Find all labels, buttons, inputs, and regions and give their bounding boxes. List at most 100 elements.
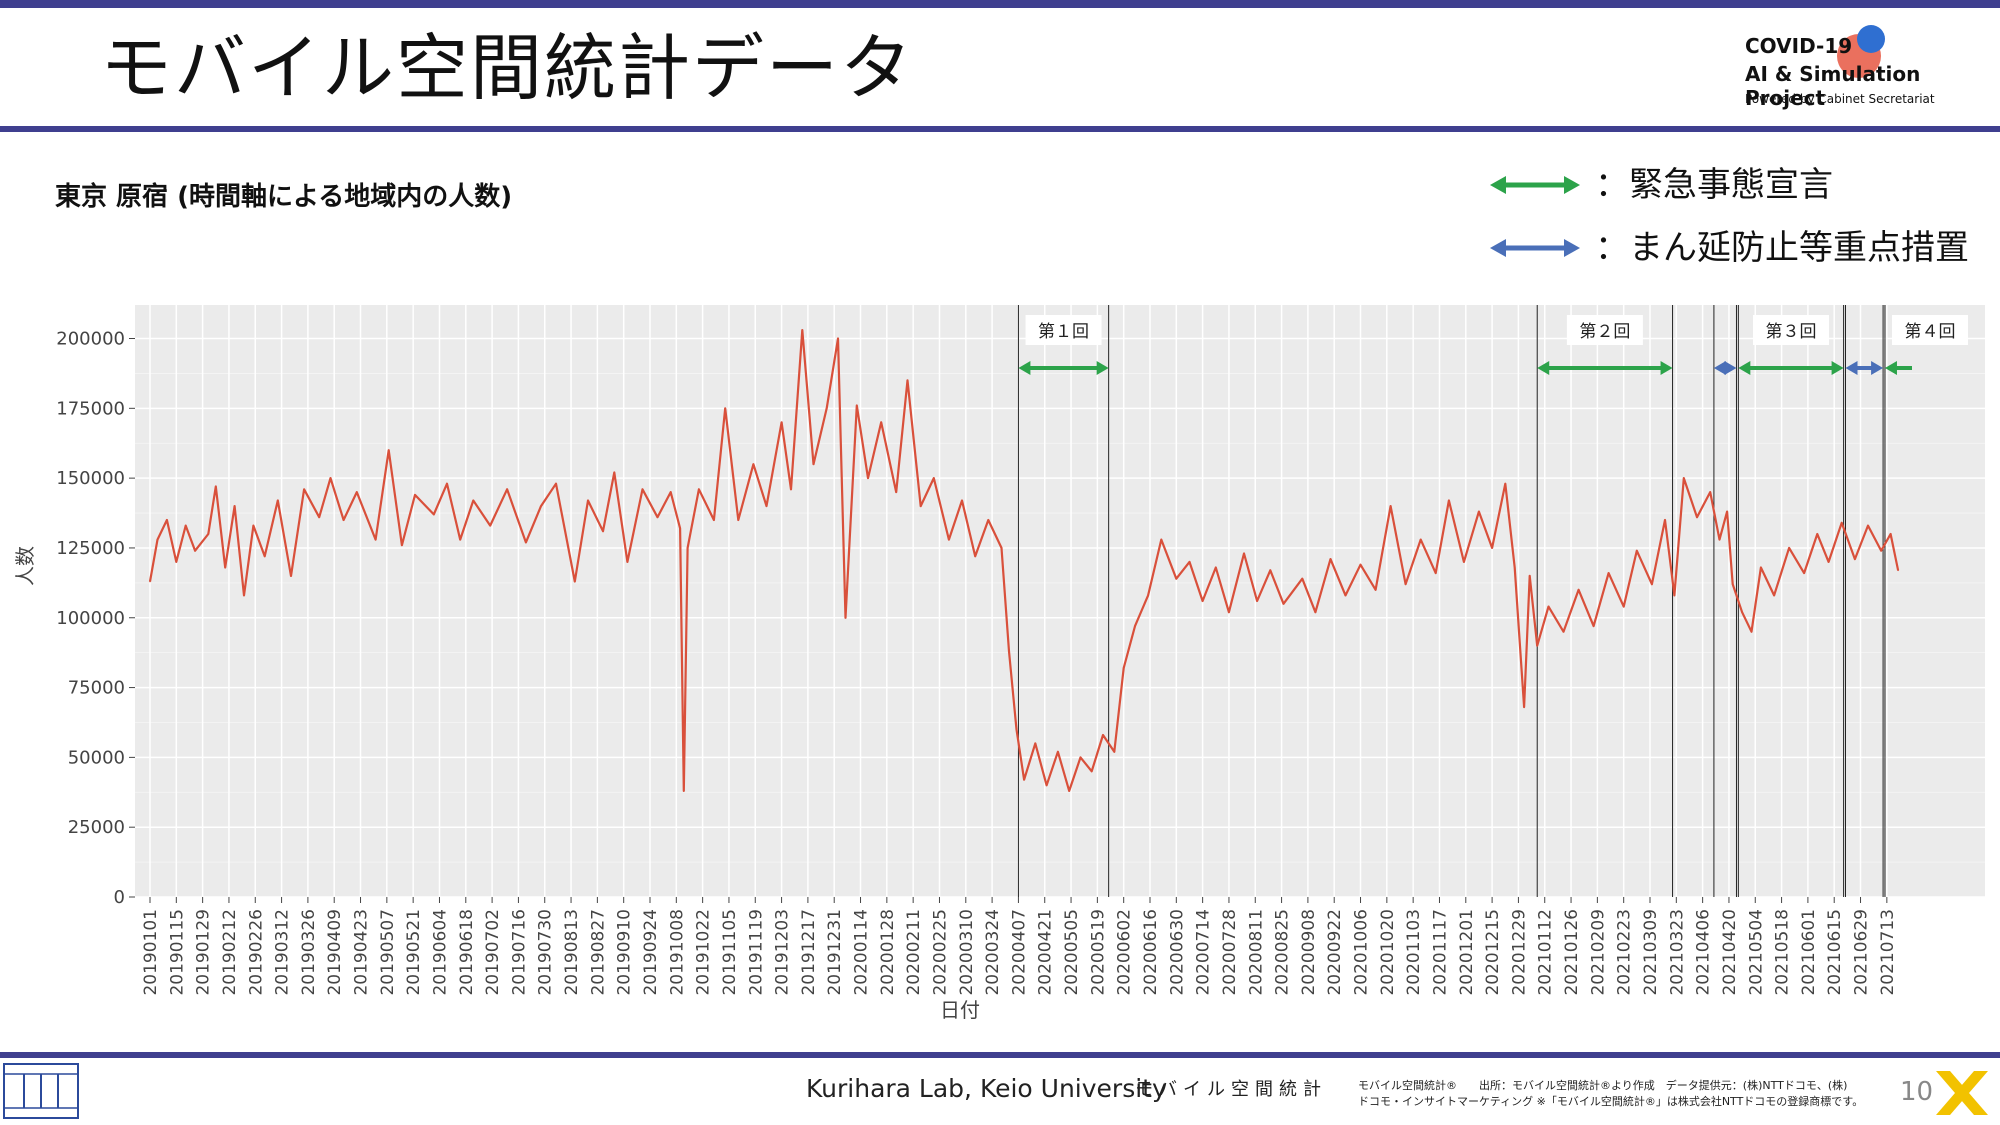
data-point [252, 524, 255, 527]
data-point [1419, 538, 1422, 541]
data-point [414, 494, 416, 496]
data-point [1750, 630, 1753, 633]
footer-lab-name: Kurihara Lab, Keio University [806, 1074, 1167, 1103]
x-tick-label: 20200407 [1009, 909, 1029, 996]
data-point [724, 407, 726, 410]
data-point [780, 421, 783, 424]
data-point [1228, 611, 1230, 613]
x-tick-label: 20200310 [957, 909, 977, 996]
x-tick-label: 20201117 [1430, 909, 1450, 996]
data-point [1160, 538, 1163, 541]
data-point [1301, 577, 1304, 580]
data-point [1034, 742, 1037, 745]
data-point [472, 499, 475, 502]
data-point [459, 538, 462, 541]
top-accent-bar [0, 0, 2000, 8]
data-point [1122, 667, 1125, 669]
period-label: 第２回 [1579, 322, 1630, 342]
x-tick-label: 20201103 [1404, 909, 1424, 996]
x-tick-label: 20200114 [852, 909, 872, 996]
data-point [825, 407, 828, 410]
data-point [895, 491, 897, 493]
y-tick-label: 0 [114, 887, 125, 908]
data-point [215, 485, 217, 488]
data-point [1491, 547, 1493, 549]
data-point [1673, 594, 1676, 597]
data-point [1547, 605, 1550, 608]
x-tick-label: 20191217 [799, 909, 819, 996]
x-tick-label: 20200630 [1167, 909, 1187, 996]
x-tick-label: 20200714 [1194, 909, 1214, 996]
data-point [1374, 589, 1377, 591]
logo-line-3: Powered by Cabinet Secretariat [1745, 92, 1935, 106]
period-label-box [1025, 315, 1102, 345]
data-point [329, 477, 332, 479]
x-tick-label: 20200519 [1088, 909, 1108, 996]
data-point [1102, 734, 1104, 736]
data-point [1536, 644, 1538, 647]
x-tick-label: 20190924 [641, 909, 661, 996]
data-point [1854, 558, 1856, 560]
covid-project-logo: COVID-19 AI & Simulation Project Powered… [1745, 22, 1995, 112]
data-point [243, 594, 245, 597]
data-point [801, 329, 804, 331]
logo-blue-dot [1857, 25, 1885, 53]
data-point [1057, 751, 1059, 753]
data-point [1008, 650, 1010, 653]
data-point [856, 404, 858, 407]
data-point [587, 499, 589, 502]
slide-title: モバイル空間統計データ [100, 26, 915, 110]
period-arrow-head-left [1018, 361, 1031, 375]
data-point [686, 547, 689, 549]
period-label-box [1566, 315, 1643, 345]
data-point [948, 538, 950, 541]
data-point [175, 561, 178, 563]
x-tick-label: 20200616 [1141, 909, 1161, 996]
data-point [987, 519, 990, 521]
x-tick-label: 20210112 [1536, 909, 1556, 996]
x-tick-label: 20191008 [667, 909, 687, 996]
data-point [1147, 594, 1149, 597]
data-point [194, 549, 196, 552]
header-divider [0, 126, 2000, 132]
data-point [1090, 770, 1093, 773]
data-point [698, 488, 700, 491]
data-point [679, 527, 681, 530]
x-tick-label: 20190129 [194, 909, 214, 996]
y-tick-label: 150000 [56, 468, 125, 489]
period-arrow-head-right [1831, 361, 1844, 375]
data-point [1664, 519, 1666, 521]
data-point [669, 491, 672, 493]
data-point [1788, 547, 1790, 549]
legend-emergency: ：緊急事態宣言 [1490, 165, 1833, 205]
data-point [540, 505, 542, 507]
data-point [1478, 510, 1480, 513]
x-tick-label: 20201201 [1457, 909, 1477, 996]
period-label: 第１回 [1038, 322, 1089, 342]
x-tick-label: 20210209 [1588, 909, 1608, 996]
data-point [1889, 533, 1892, 535]
x-tick-label: 20190226 [246, 909, 266, 996]
x-tick-label: 20190827 [588, 909, 608, 996]
data-point [1215, 566, 1217, 569]
data-point [613, 471, 616, 474]
data-point [961, 499, 963, 502]
legend-priority-label: ：まん延防止等重点措置 [1595, 228, 1969, 268]
data-point [1504, 482, 1507, 485]
x-tick-label: 20201020 [1378, 909, 1398, 996]
data-point [1773, 594, 1775, 597]
data-point [1731, 583, 1734, 585]
data-point [374, 538, 377, 541]
data-point [1314, 611, 1317, 613]
data-point [626, 561, 629, 563]
data-point [1718, 538, 1721, 541]
population-line-chart: 0 25000 50000 75000 100000 125000 150000 175000… [13, 305, 1985, 1022]
data-point [446, 482, 448, 485]
x-tick-label: 20200128 [878, 909, 898, 996]
x-tick-label: 20200211 [904, 909, 924, 996]
x-tick-label: 20190101 [141, 909, 161, 996]
x-tick-label: 20190813 [562, 909, 582, 996]
keio-lab-logo [3, 1063, 79, 1119]
data-point [224, 566, 226, 569]
x-tick-label: 20190507 [378, 909, 398, 996]
